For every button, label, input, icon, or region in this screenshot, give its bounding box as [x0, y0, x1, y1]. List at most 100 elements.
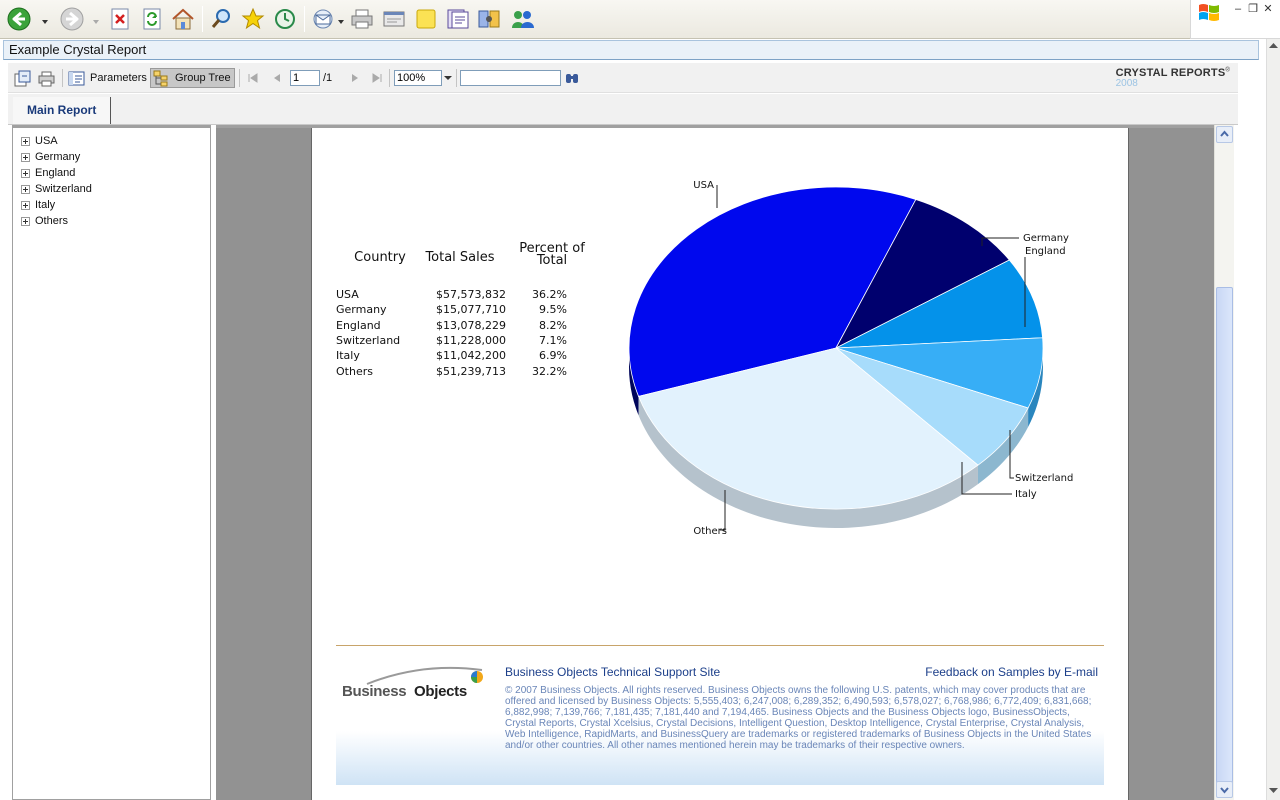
scroll-up-icon[interactable]: [1216, 126, 1233, 143]
expand-icon[interactable]: [21, 136, 30, 146]
logo-swoosh-icon: [366, 666, 483, 685]
research-icon[interactable]: [445, 5, 471, 33]
scroll-down-icon[interactable]: [1269, 788, 1278, 794]
favorites-icon[interactable]: [240, 5, 266, 33]
parameters-button[interactable]: Parameters: [68, 68, 147, 88]
notes-icon[interactable]: [413, 5, 439, 33]
report-viewer: Country Total Sales Percent of Total USA…: [216, 125, 1234, 800]
tree-node-italy[interactable]: Italy: [21, 197, 55, 213]
forward-icon[interactable]: [59, 5, 85, 33]
tree-node-england[interactable]: England: [21, 165, 75, 181]
cell-sales: $11,228,000: [436, 333, 506, 347]
expand-icon[interactable]: [21, 152, 30, 162]
tree-node-label[interactable]: Switzerland: [35, 183, 92, 195]
browser-scrollbar[interactable]: [1266, 39, 1280, 800]
leader-line-others: [720, 490, 726, 531]
expand-icon[interactable]: [21, 216, 30, 226]
scroll-thumb[interactable]: [1216, 287, 1233, 797]
home-icon[interactable]: [170, 5, 196, 33]
cell-percent: 8.2%: [539, 318, 567, 332]
print-report-icon[interactable]: [38, 68, 55, 88]
pie-side-italy: [977, 408, 1029, 485]
logo-word2: Objects: [414, 683, 467, 700]
report-scrollbar[interactable]: [1214, 125, 1234, 800]
logo-word1: Business: [342, 683, 407, 700]
back-icon[interactable]: [6, 5, 32, 33]
pie-label-others: Others: [693, 526, 727, 537]
tree-node-label[interactable]: Others: [35, 215, 69, 227]
tree-node-others[interactable]: Others: [21, 213, 68, 229]
group-tree-panel: USA Germany England Switzerland Italy Ot…: [12, 125, 211, 800]
messenger-icon[interactable]: [510, 5, 536, 33]
window-controls: – ❐ ✕: [1190, 0, 1280, 39]
logo-line1: CRYSTAL REPORTS: [1115, 67, 1226, 79]
cell-country: Others: [336, 364, 373, 378]
pie-label-germany: Germany: [1023, 233, 1069, 244]
tree-node-label[interactable]: USA: [35, 135, 58, 147]
restore-button[interactable]: ❐: [1248, 3, 1258, 15]
group-tree-button[interactable]: Group Tree: [150, 68, 235, 88]
mail-icon[interactable]: [310, 5, 336, 33]
export-icon[interactable]: [14, 68, 31, 88]
edit-icon[interactable]: [381, 5, 407, 33]
tree-node-germany[interactable]: Germany: [21, 149, 80, 165]
pie-label-england: England: [1025, 246, 1066, 257]
cell-percent: 6.9%: [539, 349, 567, 363]
tree-node-usa[interactable]: USA: [21, 133, 58, 149]
zoom-input[interactable]: [394, 70, 442, 86]
find-icon[interactable]: [565, 68, 579, 88]
pie-side-usa: [629, 348, 639, 416]
tree-node-label[interactable]: Italy: [35, 199, 56, 211]
footer-divider: [336, 645, 1104, 646]
last-page-icon[interactable]: [372, 68, 382, 88]
page-total: /1: [323, 72, 333, 84]
print-icon[interactable]: [349, 5, 375, 33]
tree-node-label[interactable]: England: [35, 167, 76, 179]
cell-sales: $15,077,710: [436, 303, 506, 317]
scroll-down-icon[interactable]: [1216, 781, 1233, 798]
first-page-icon[interactable]: [248, 68, 258, 88]
parameters-icon: [68, 71, 85, 85]
search-icon[interactable]: [208, 5, 234, 33]
pie-slice-england: [835, 259, 1044, 349]
history-icon[interactable]: [272, 5, 298, 33]
tree-node-label[interactable]: Germany: [35, 151, 81, 163]
chevron-down-icon[interactable]: [93, 15, 99, 24]
expand-icon[interactable]: [21, 200, 30, 210]
close-button[interactable]: ✕: [1263, 3, 1273, 15]
cell-sales: $11,042,200: [436, 349, 506, 363]
pie-label-italy: Italy: [1015, 489, 1037, 500]
tab-main-report[interactable]: Main Report: [13, 97, 112, 124]
cell-country: USA: [336, 288, 359, 301]
minimize-button[interactable]: –: [1234, 3, 1242, 15]
zoom-select[interactable]: [394, 68, 452, 88]
stop-icon[interactable]: [107, 5, 133, 33]
cell-percent: 9.5%: [539, 303, 567, 317]
scroll-up-icon[interactable]: [1269, 43, 1278, 49]
cell-percent: 7.1%: [539, 333, 567, 347]
cell-country: England: [336, 318, 381, 332]
tree-node-switzerland[interactable]: Switzerland: [21, 181, 92, 197]
browser-toolbar: – ❐ ✕: [0, 0, 1280, 39]
chevron-down-icon[interactable]: [338, 15, 344, 24]
previous-page-icon[interactable]: [272, 68, 282, 88]
footer: Business Objects Business Objects Techni…: [336, 650, 1104, 785]
next-page-icon[interactable]: [350, 68, 360, 88]
refresh-icon[interactable]: [139, 5, 165, 33]
chevron-down-icon[interactable]: [42, 15, 48, 24]
page-number-input[interactable]: [290, 70, 320, 86]
header-total-sales: Total Sales: [425, 250, 495, 265]
chevron-down-icon[interactable]: [444, 75, 452, 81]
search-input[interactable]: [460, 70, 561, 86]
header-percent: Percent of Total: [510, 242, 594, 267]
report-title: Example Crystal Report: [3, 40, 1259, 60]
support-link[interactable]: Business Objects Technical Support Site: [505, 665, 721, 679]
expand-icon[interactable]: [21, 184, 30, 194]
windows-logo-icon: [1199, 4, 1219, 21]
group-tree-label: Group Tree: [175, 72, 231, 84]
expand-icon[interactable]: [21, 168, 30, 178]
pie-label-switzerland: Switzerland: [1015, 473, 1073, 484]
legal-text: © 2007 Business Objects. All rights rese…: [505, 685, 1092, 751]
media-icon[interactable]: [476, 5, 502, 33]
feedback-link[interactable]: Feedback on Samples by E-mail: [925, 665, 1098, 679]
